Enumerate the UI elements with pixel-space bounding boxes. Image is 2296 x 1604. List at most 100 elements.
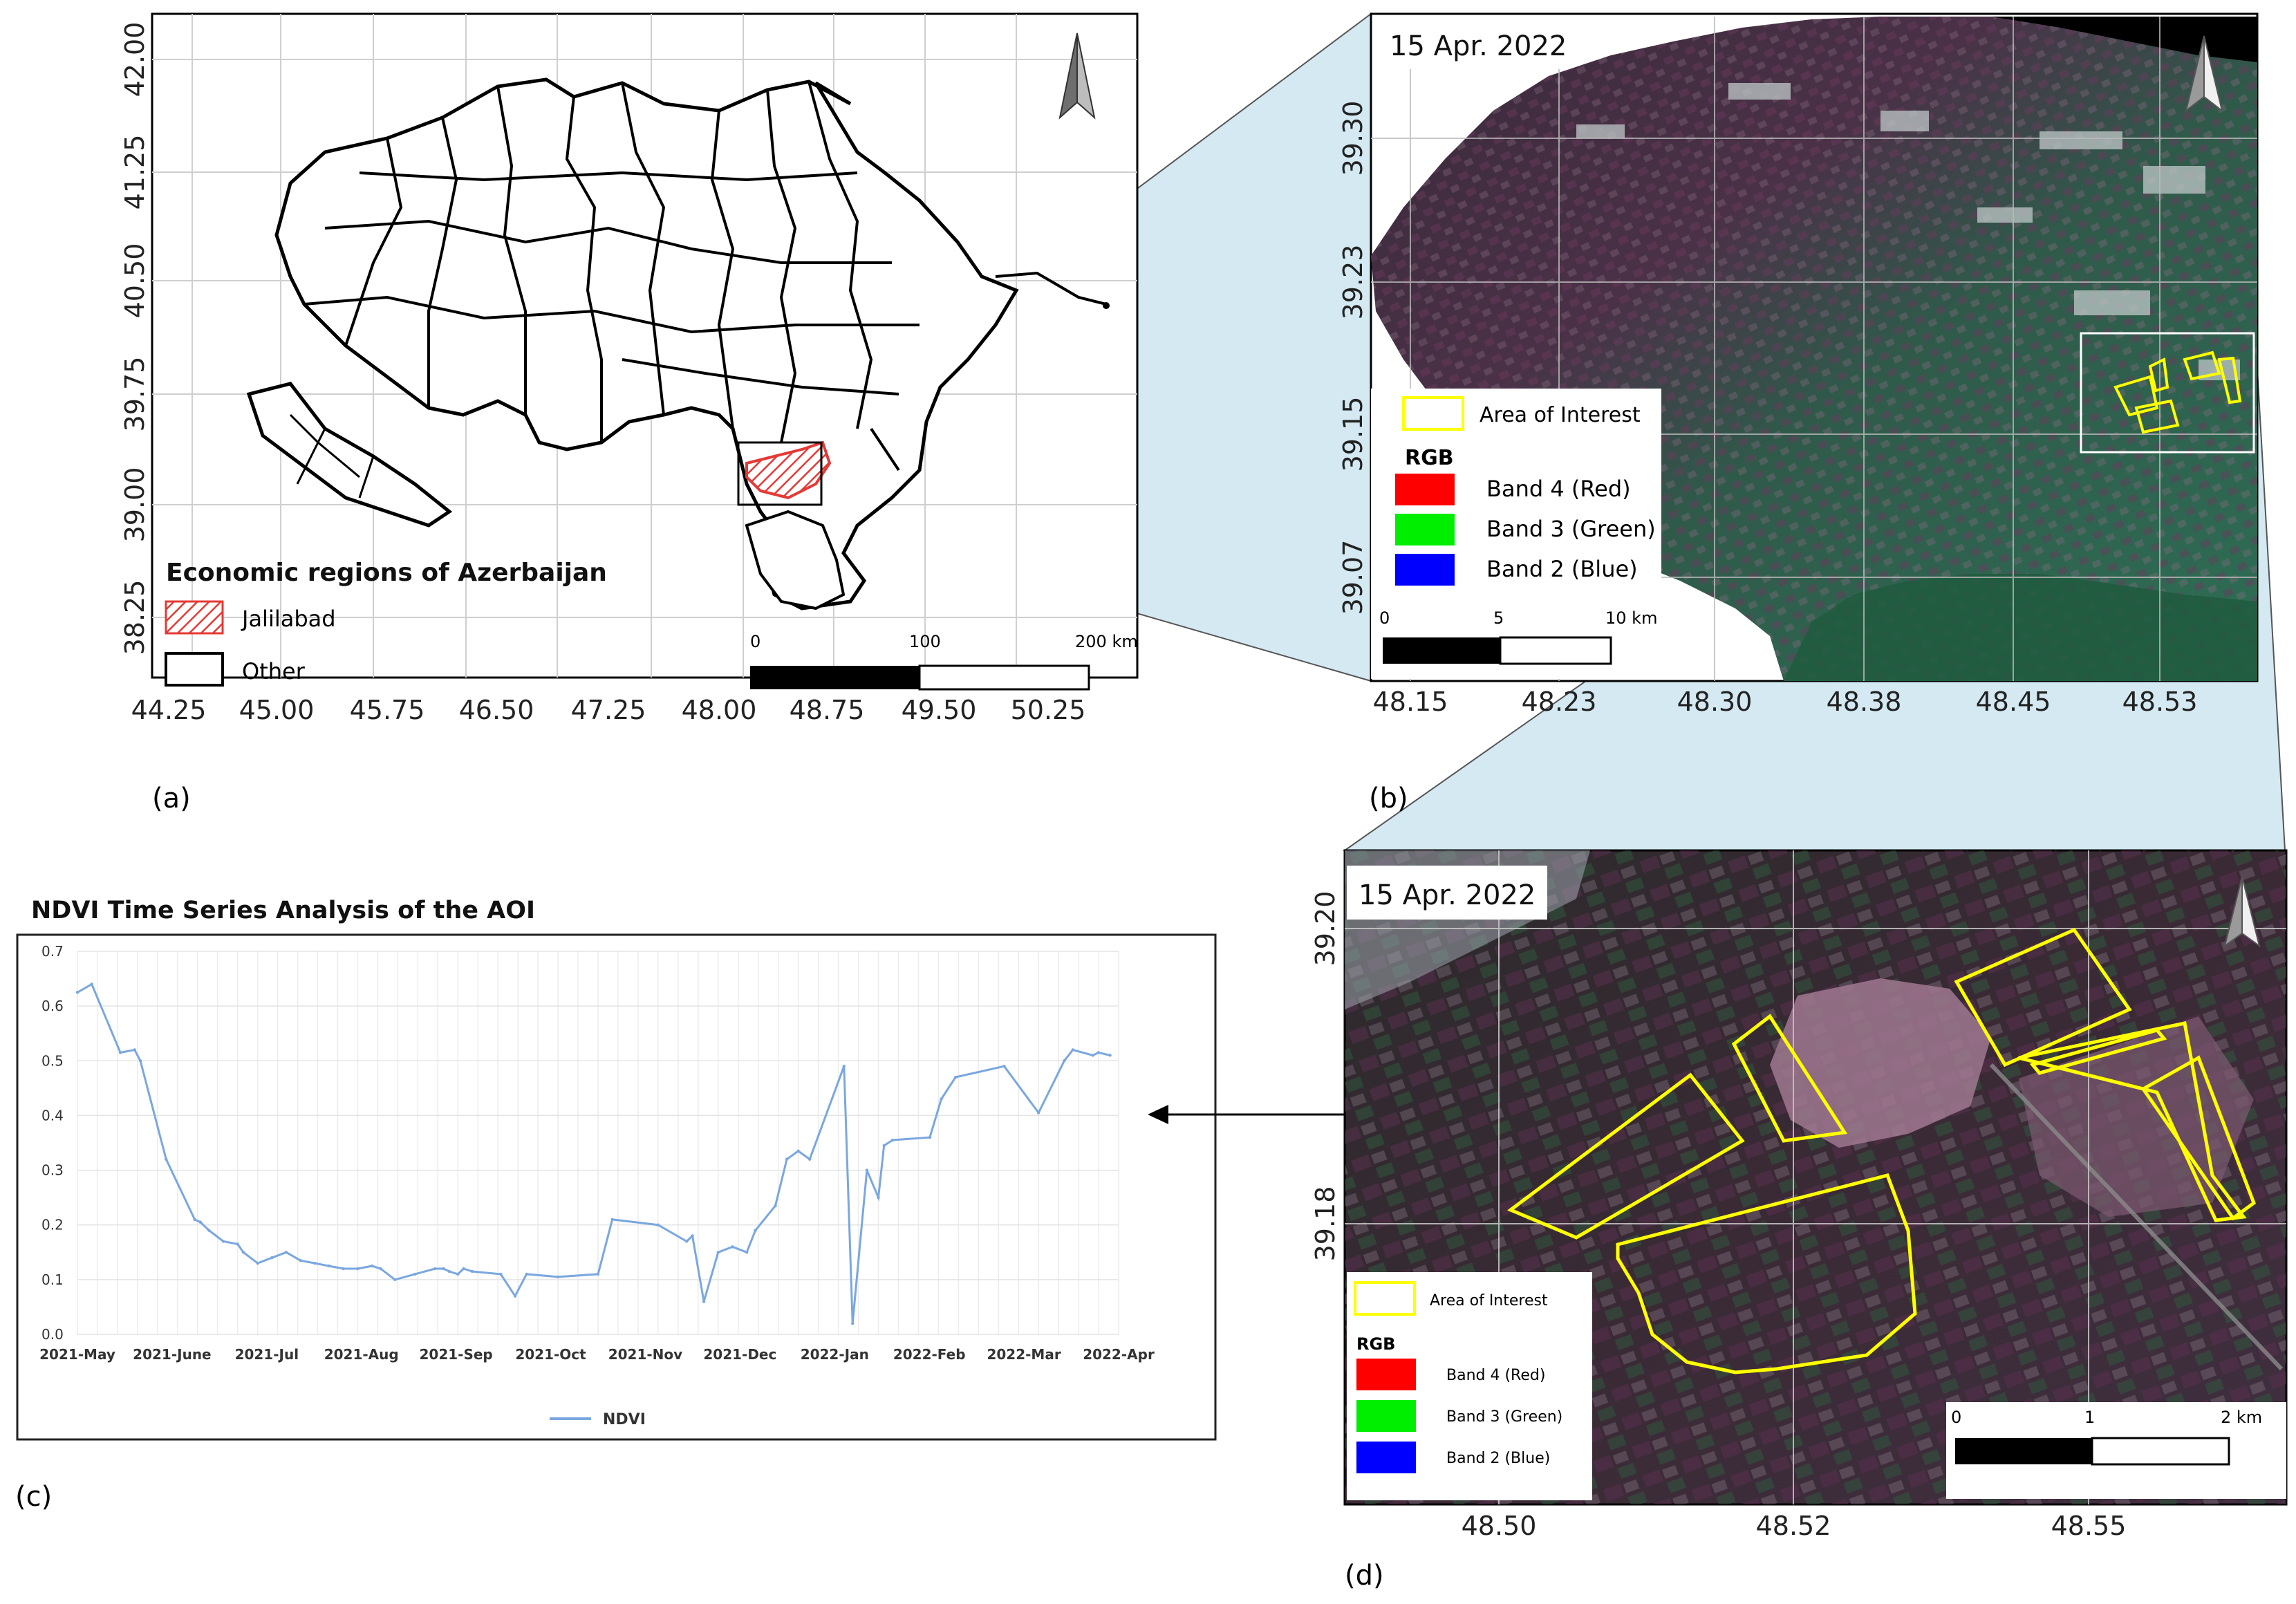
svg-text:40.50: 40.50: [120, 243, 150, 319]
svg-text:Band 4 (Red): Band 4 (Red): [1446, 1367, 1545, 1384]
chart-x-ticks: 2021-May 2021-June 2021-Jul 2021-Aug 2021-Se…: [39, 1346, 1155, 1363]
ndvi-data-point: [1002, 1065, 1006, 1068]
chart-x-tick-label: 2021-Oct: [515, 1346, 586, 1363]
legend-item-other: Other: [242, 658, 306, 684]
chart-x-tick-label: 2022-Feb: [893, 1346, 966, 1363]
ndvi-data-point: [393, 1278, 397, 1282]
ndvi-data-point: [447, 1269, 451, 1274]
svg-text:48.75: 48.75: [790, 695, 865, 725]
ndvi-data-point: [342, 1267, 345, 1271]
panel-d-lat-ticks: 39.20 39.18: [1310, 891, 1341, 1262]
ndvi-data-point: [796, 1149, 800, 1153]
svg-text:100: 100: [909, 632, 941, 651]
ndvi-data-point: [379, 1267, 382, 1271]
svg-text:Band 2 (Blue): Band 2 (Blue): [1446, 1450, 1550, 1467]
ndvi-data-point: [1063, 1059, 1066, 1063]
ndvi-data-point: [685, 1240, 689, 1243]
panel-a-map: Economic regions of Azerbaijan Jalilabad…: [120, 12, 1139, 814]
ndvi-data-point: [198, 1220, 203, 1224]
ndvi-data-point: [236, 1242, 239, 1246]
panel-a-legend-title: Economic regions of Azerbaijan: [166, 559, 607, 587]
chart-y-tick-label: 0.1: [41, 1271, 64, 1288]
ndvi-data-point: [851, 1321, 855, 1325]
ndvi-data-point: [842, 1065, 846, 1068]
svg-text:0: 0: [1951, 1408, 1961, 1427]
zoom-box-a: [737, 441, 823, 506]
chart-y-tick-label: 0.6: [41, 998, 64, 1014]
chart-y-tick-label: 0.2: [41, 1217, 64, 1233]
ndvi-data-point: [370, 1264, 374, 1268]
panel-d-letter: (d): [1345, 1560, 1384, 1592]
svg-text:48.55: 48.55: [2051, 1511, 2127, 1541]
ndvi-data-point: [610, 1218, 614, 1222]
ndvi-data-point: [716, 1251, 720, 1254]
ndvi-data-point: [327, 1264, 331, 1268]
north-arrow-icon: [1058, 32, 1096, 120]
ndvi-data-point: [754, 1229, 757, 1232]
chart-x-tick-label: 2021-Dec: [703, 1346, 776, 1363]
panel-d-date: 15 Apr. 2022: [1359, 879, 1536, 911]
ndvi-data-point: [442, 1267, 445, 1271]
svg-text:200 km: 200 km: [1075, 632, 1138, 651]
ndvi-data-point: [356, 1267, 360, 1271]
ndvi-data-point: [774, 1204, 777, 1208]
chart-x-tick-label: 2021-June: [133, 1346, 211, 1363]
ndvi-data-point: [702, 1300, 706, 1303]
panel-d-legend: Area of Interest RGB Band 4 (Red) Band 3…: [1347, 1272, 1592, 1500]
svg-text:39.07: 39.07: [1338, 540, 1368, 615]
azerbaijan-outline: [274, 77, 1019, 610]
svg-text:48.23: 48.23: [1522, 687, 1597, 717]
north-arrow-icon: [2185, 35, 2223, 113]
svg-text:Band 2 (Blue): Band 2 (Blue): [1486, 556, 1638, 582]
ndvi-data-point: [165, 1157, 168, 1161]
panel-c-letter: (c): [15, 1481, 52, 1513]
ndvi-data-point: [284, 1251, 288, 1254]
svg-text:RGB: RGB: [1356, 1334, 1395, 1354]
panel-a-lat-ticks: 42.00 41.25 40.50 39.75 39.00 38.25: [120, 22, 150, 655]
ndvi-data-point: [499, 1272, 503, 1276]
svg-text:39.18: 39.18: [1310, 1186, 1341, 1262]
jalilabad-region: [745, 440, 832, 500]
svg-text:0: 0: [1379, 608, 1390, 628]
panel-b-lon-ticks: 48.15 48.23 48.30 48.38 48.45 48.53: [1373, 687, 2198, 717]
ndvi-data-point: [1071, 1048, 1075, 1052]
svg-text:Band 3 (Green): Band 3 (Green): [1446, 1408, 1562, 1426]
panel-d-lon-ticks: 48.50 48.52 48.55: [1462, 1511, 2127, 1541]
panel-b-map: 15 Apr. 2022 Area of Interest RGB Band 4…: [1338, 12, 2259, 814]
chart-x-tick-label: 2021-Jul: [235, 1346, 299, 1363]
ndvi-data-point: [731, 1245, 734, 1249]
chart-y-tick-label: 0.0: [41, 1326, 64, 1343]
svg-text:39.30: 39.30: [1338, 101, 1368, 176]
panel-b-legend: Area of Interest RGB Band 4 (Red) Band 3…: [1371, 389, 1661, 604]
panel-a-lon-ticks: 44.25 45.00 45.75 46.50 47.25 48.00 48.7…: [131, 695, 1086, 725]
svg-text:10 km: 10 km: [1605, 608, 1657, 628]
chart-title: NDVI Time Series Analysis of the AOI: [31, 897, 535, 924]
zoom-box-b: [2080, 332, 2255, 454]
svg-text:5: 5: [1493, 608, 1504, 628]
svg-text:38.25: 38.25: [120, 580, 150, 655]
chart-x-tick-label: 2021-Nov: [608, 1346, 682, 1363]
svg-text:46.50: 46.50: [459, 695, 534, 725]
ndvi-data-point: [221, 1240, 225, 1243]
svg-text:2 km: 2 km: [2221, 1408, 2262, 1427]
ndvi-data-point: [90, 982, 93, 986]
ndvi-data-point: [596, 1272, 600, 1276]
ndvi-data-point: [75, 991, 80, 994]
ndvi-data-point: [470, 1269, 474, 1274]
svg-text:41.25: 41.25: [120, 135, 150, 210]
svg-text:39.00: 39.00: [120, 467, 150, 543]
svg-text:48.50: 48.50: [1462, 1511, 1537, 1541]
svg-text:RGB: RGB: [1405, 446, 1454, 470]
panel-b-date: 15 Apr. 2022: [1390, 30, 1567, 62]
svg-text:48.15: 48.15: [1373, 687, 1448, 717]
ndvi-data-point: [270, 1256, 274, 1260]
connector-arrow-d-to-c: [1148, 1105, 1345, 1124]
svg-text:0: 0: [750, 632, 760, 651]
svg-text:48.30: 48.30: [1677, 687, 1753, 717]
chart-x-tick-label: 2021-Sep: [420, 1346, 493, 1363]
svg-text:50.25: 50.25: [1011, 695, 1086, 725]
chart-x-tick-label: 2022-Apr: [1083, 1346, 1155, 1363]
chart-x-tick-label: 2021-Aug: [324, 1346, 399, 1363]
ndvi-data-point: [456, 1272, 460, 1276]
